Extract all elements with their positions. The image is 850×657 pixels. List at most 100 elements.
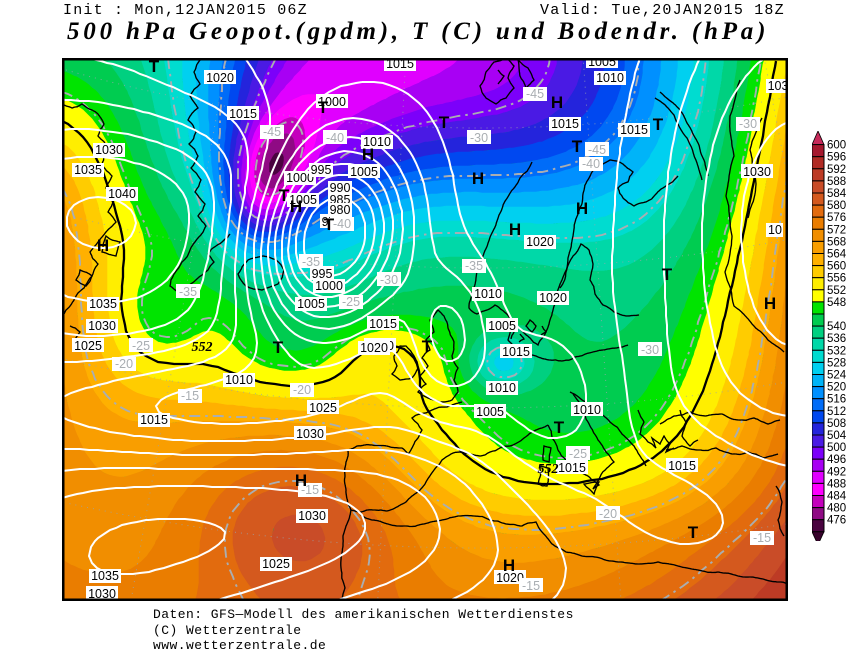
svg-text:576: 576 [827,212,846,224]
svg-text:516: 516 [827,394,846,406]
svg-text:-35: -35 [465,259,483,273]
svg-text:492: 492 [827,466,846,478]
svg-text:H: H [472,169,484,188]
svg-text:488: 488 [827,478,846,490]
svg-text:1010: 1010 [573,403,601,417]
svg-text:524: 524 [827,370,847,382]
svg-text:980: 980 [330,203,351,217]
svg-text:T: T [439,113,450,132]
svg-text:1020: 1020 [539,291,567,305]
svg-text:H: H [551,93,563,112]
svg-text:H: H [295,471,307,490]
svg-text:-45: -45 [526,87,544,101]
svg-text:T: T [422,337,433,356]
svg-text:552: 552 [827,285,846,297]
svg-text:995: 995 [312,267,333,281]
svg-text:995: 995 [311,163,332,177]
svg-text:H: H [503,556,515,575]
svg-text:1000: 1000 [318,95,346,109]
svg-text:1000: 1000 [286,171,314,185]
svg-text:-45: -45 [263,125,281,139]
svg-text:496: 496 [827,454,846,466]
svg-text:H: H [290,197,302,216]
svg-text:-20: -20 [293,383,311,397]
svg-text:572: 572 [827,224,846,236]
svg-text:-15: -15 [753,531,771,545]
svg-text:990: 990 [330,181,351,195]
svg-text:-15: -15 [522,579,540,593]
svg-text:532: 532 [827,345,846,357]
svg-text:-25: -25 [569,447,587,461]
svg-text:-20: -20 [599,507,617,521]
svg-text:1010: 1010 [363,135,391,149]
svg-text:1025: 1025 [262,557,290,571]
svg-text:-40: -40 [582,157,600,171]
svg-text:1015: 1015 [558,461,586,475]
svg-text:T: T [324,215,335,234]
svg-text:T: T [273,338,284,357]
svg-text:-40: -40 [333,217,351,231]
svg-text:-15: -15 [301,483,319,497]
svg-text:1020: 1020 [526,235,554,249]
svg-text:520: 520 [827,382,846,394]
svg-text:580: 580 [827,200,846,212]
svg-text:1030: 1030 [296,427,324,441]
svg-text:1005: 1005 [488,319,516,333]
svg-text:588: 588 [827,176,846,188]
svg-text:556: 556 [827,273,846,285]
svg-text:500: 500 [827,442,846,454]
svg-text:540: 540 [827,321,846,333]
svg-text:1035: 1035 [74,163,102,177]
svg-text:1030: 1030 [298,509,326,523]
svg-text:1010: 1010 [488,381,516,395]
svg-text:504: 504 [827,430,847,442]
svg-text:484: 484 [827,491,847,503]
svg-text:1000: 1000 [315,279,343,293]
svg-text:-20: -20 [115,357,133,371]
svg-text:508: 508 [827,418,846,430]
svg-text:1030: 1030 [95,143,123,157]
svg-text:-25: -25 [132,339,150,353]
svg-text:1020: 1020 [360,341,388,355]
svg-text:600: 600 [827,140,846,152]
svg-text:-30: -30 [739,117,757,131]
svg-text:592: 592 [827,164,846,176]
svg-text:H: H [764,294,776,313]
svg-text:T: T [279,186,290,205]
svg-text:T: T [318,98,329,117]
svg-text:H: H [509,220,521,239]
svg-text:T: T [149,58,160,76]
svg-text:1030: 1030 [88,587,116,601]
svg-text:1030: 1030 [88,319,116,333]
svg-text:T: T [653,115,664,134]
svg-text:-30: -30 [380,273,398,287]
svg-text:-40: -40 [326,131,344,145]
svg-text:-15: -15 [181,389,199,403]
svg-text:480: 480 [827,503,846,515]
svg-text:1015: 1015 [502,345,530,359]
svg-text:552: 552 [538,462,559,477]
svg-text:564: 564 [827,249,847,261]
svg-text:103: 103 [768,79,788,93]
svg-text:H: H [362,145,374,164]
svg-text:1015: 1015 [140,413,168,427]
svg-text:1020: 1020 [206,71,234,85]
svg-text:1035: 1035 [91,569,119,583]
svg-text:1020: 1020 [496,571,524,585]
svg-text:T: T [554,418,565,437]
svg-text:-35: -35 [302,255,320,269]
svg-text:1015: 1015 [369,317,397,331]
svg-text:1005: 1005 [350,165,378,179]
svg-text:-25: -25 [342,295,360,309]
svg-text:512: 512 [827,406,846,418]
svg-text:-35: -35 [179,285,197,299]
svg-text:568: 568 [827,236,846,248]
svg-text:1040: 1040 [108,187,136,201]
svg-text:548: 548 [827,297,846,309]
svg-text:1010: 1010 [596,71,624,85]
svg-text:596: 596 [827,152,846,164]
svg-text:1025: 1025 [74,339,102,353]
svg-text:T: T [572,137,583,156]
svg-text:1015: 1015 [229,107,257,121]
svg-text:10: 10 [768,223,782,237]
